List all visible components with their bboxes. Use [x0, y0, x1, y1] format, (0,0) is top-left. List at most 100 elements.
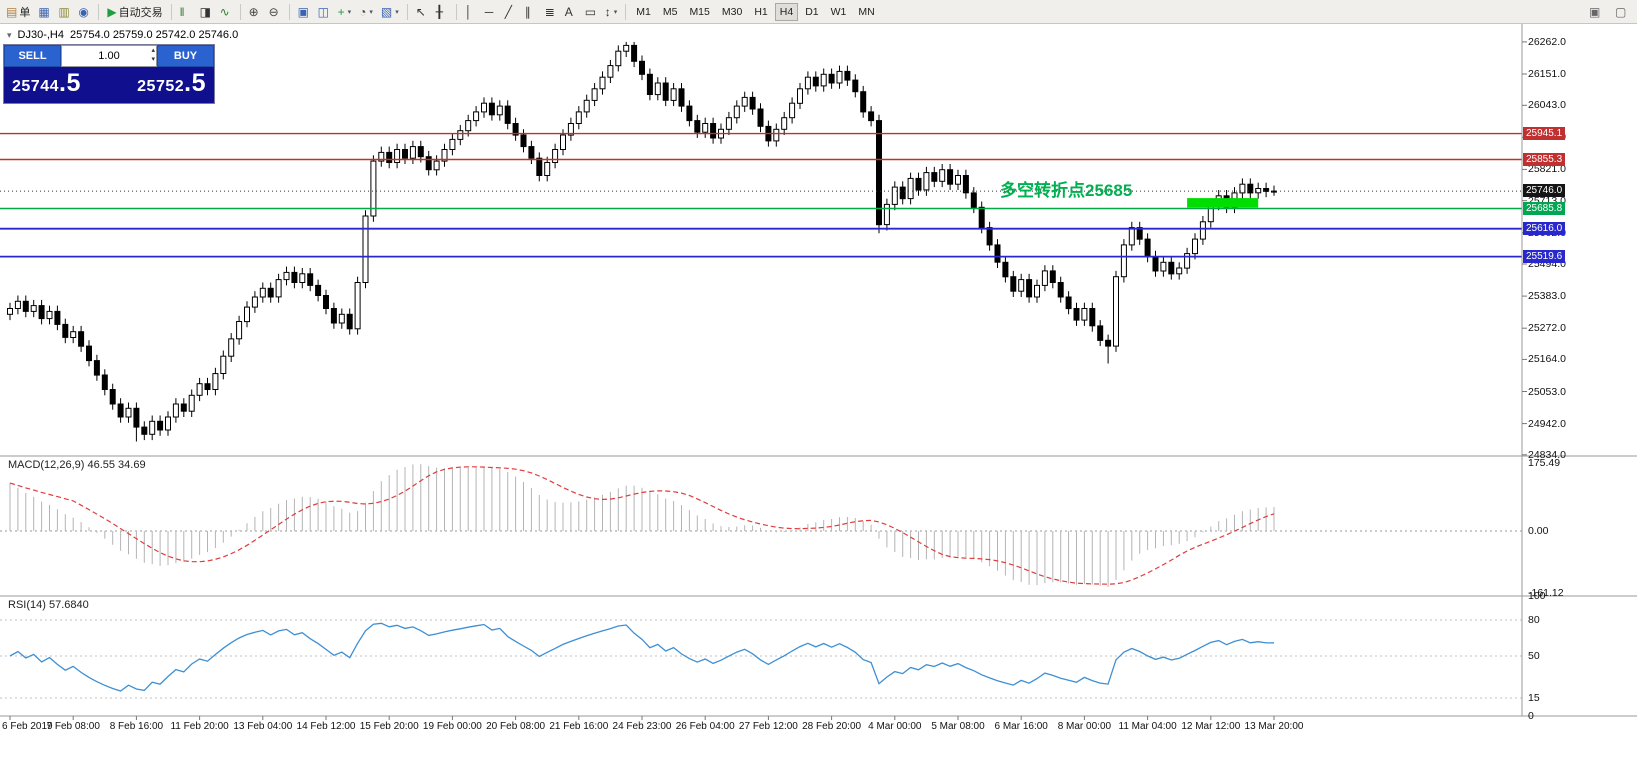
- sell-button[interactable]: SELL: [4, 45, 61, 67]
- timeframe-w1-button[interactable]: W1: [826, 3, 852, 21]
- horizontal-line-button[interactable]: ─: [481, 2, 501, 22]
- crosshair-button-icon: ╂: [435, 4, 443, 19]
- periods-button-caret[interactable]: ▾: [369, 8, 373, 16]
- window-list-button[interactable]: ▢: [1611, 2, 1631, 22]
- candle-body: [1247, 183, 1254, 194]
- arrows-button[interactable]: ↕ ▾: [601, 2, 622, 22]
- vertical-line-button[interactable]: │: [461, 2, 481, 22]
- candle-body: [662, 82, 669, 101]
- line-chart-type-button[interactable]: ∿: [216, 2, 236, 22]
- rsi-axis-label: 15: [1528, 692, 1540, 704]
- indicators-button-caret[interactable]: ▾: [347, 8, 352, 16]
- candle-body: [1113, 276, 1119, 347]
- highlight-rectangle[interactable]: [1187, 198, 1259, 208]
- candle-body: [868, 111, 875, 122]
- crosshair-button[interactable]: ╂: [432, 2, 452, 22]
- candle-body: [591, 88, 598, 101]
- tile-windows-button[interactable]: ▣: [294, 2, 314, 22]
- volume-value[interactable]: 1.00: [98, 50, 120, 62]
- new-chart-window-button[interactable]: ▣: [1585, 2, 1605, 22]
- text-label-button-icon: ▭: [584, 4, 597, 19]
- timeframe-m15-button[interactable]: M15: [684, 3, 714, 21]
- price-tag-25519.6: 25519.6: [1523, 250, 1566, 263]
- arrows-button-caret[interactable]: ▾: [613, 8, 618, 16]
- candle-body: [1026, 279, 1033, 298]
- candle-body: [109, 389, 116, 405]
- chart-annotation-text[interactable]: 多空转折点25685: [1000, 181, 1133, 200]
- timeframe-mn-button[interactable]: MN: [853, 3, 879, 21]
- volume-increase-button[interactable]: ▴: [151, 47, 155, 54]
- new-order-button-icon: ▤: [6, 4, 18, 19]
- trade-widget-controls: SELL 1.00 ▴ ▾ BUY: [4, 45, 214, 67]
- candle-body: [678, 88, 685, 107]
- candle-body: [844, 70, 851, 81]
- candle-body: [457, 130, 464, 140]
- candle-body: [275, 279, 282, 298]
- toolbar-separator: [239, 3, 241, 20]
- charts-grid-button[interactable]: ▦: [34, 2, 54, 22]
- zoom-in-button[interactable]: ⊕: [245, 2, 265, 22]
- candle-body: [481, 102, 487, 113]
- templates-button-icon: ▧: [380, 4, 393, 19]
- candle-body: [560, 134, 566, 150]
- bar-chart-type-button[interactable]: ‖: [176, 2, 196, 22]
- text-label-button[interactable]: ▭: [581, 2, 601, 22]
- candle-body: [583, 99, 590, 113]
- candle-body: [1010, 276, 1017, 292]
- candle-body: [338, 313, 345, 324]
- main-toolbar: ▤ 单 ▦ ▥ ◉ ▶ 自动交易 ‖ ◨ ∿ ⊕ ⊖ ▣ ◫ + ▾ ◔ ▾ ▧ ▾ ↖ ╂ │ ─ ╱ ∥ ≣ A ▭ ↕ ▾ M1 M5 M1…: [0, 0, 1637, 24]
- candle-body: [378, 151, 385, 162]
- candle-body: [93, 360, 100, 376]
- rsi-axis-label: 80: [1528, 614, 1540, 626]
- candle-body: [883, 203, 890, 226]
- timeframe-m1-button[interactable]: M1: [631, 3, 656, 21]
- candle-body: [465, 120, 472, 132]
- periods-button[interactable]: ◔ ▾: [355, 2, 377, 22]
- profiles-button-icon: ▥: [58, 4, 70, 19]
- autotrading-button[interactable]: ▶ 自动交易: [103, 2, 166, 22]
- help-button[interactable]: ◉: [74, 2, 94, 22]
- candle-body: [1184, 253, 1191, 269]
- volume-decrease-button[interactable]: ▾: [151, 56, 155, 63]
- candle-body: [1081, 308, 1088, 321]
- candle-body: [394, 149, 401, 163]
- candle-body: [575, 111, 582, 125]
- trendline-button[interactable]: ╱: [501, 2, 521, 22]
- candle-body: [607, 65, 614, 78]
- candle-body: [891, 186, 898, 205]
- timeframe-h4-button[interactable]: H4: [774, 2, 799, 21]
- toolbar-separator: [170, 3, 172, 20]
- text-button[interactable]: A: [561, 2, 581, 22]
- timeframe-m30-button[interactable]: M30: [717, 3, 747, 21]
- candle-body: [125, 407, 132, 418]
- cursor-button[interactable]: ↖: [412, 2, 432, 22]
- bar-chart-type-button-icon: ‖: [179, 4, 185, 19]
- macd-signal-line: [9, 466, 1275, 585]
- buy-button[interactable]: BUY: [157, 45, 214, 67]
- timeframe-h1-button[interactable]: H1: [749, 3, 772, 21]
- arrange-windows-button[interactable]: ◫: [314, 2, 334, 22]
- candle-body: [267, 287, 274, 298]
- candlestick-chart-type-button[interactable]: ◨: [196, 2, 216, 22]
- timeframe-d1-button[interactable]: D1: [800, 3, 823, 21]
- timeframe-m5-button[interactable]: M5: [658, 3, 683, 21]
- candle-body: [615, 50, 622, 67]
- equidistant-channel-button[interactable]: ∥: [521, 2, 541, 22]
- profiles-button[interactable]: ▥: [54, 2, 74, 22]
- zoom-out-button[interactable]: ⊖: [265, 2, 285, 22]
- candle-body: [54, 310, 61, 325]
- candle-body: [907, 177, 914, 200]
- candle-body: [876, 120, 882, 226]
- indicators-button[interactable]: + ▾: [334, 2, 356, 22]
- candle-body: [567, 123, 574, 136]
- horizontal-line-button-icon: ─: [484, 4, 494, 19]
- price-axis[interactable]: 26262.026151.026043.025932.025821.025713…: [1522, 0, 1637, 774]
- volume-field[interactable]: 1.00 ▴ ▾: [61, 45, 157, 67]
- candle-body: [1160, 261, 1167, 272]
- fibonacci-button[interactable]: ≣: [541, 2, 561, 22]
- templates-button-caret[interactable]: ▾: [395, 8, 399, 16]
- templates-button[interactable]: ▧ ▾: [377, 2, 403, 22]
- candle-body: [291, 271, 298, 283]
- new-order-button[interactable]: ▤ 单: [2, 2, 34, 22]
